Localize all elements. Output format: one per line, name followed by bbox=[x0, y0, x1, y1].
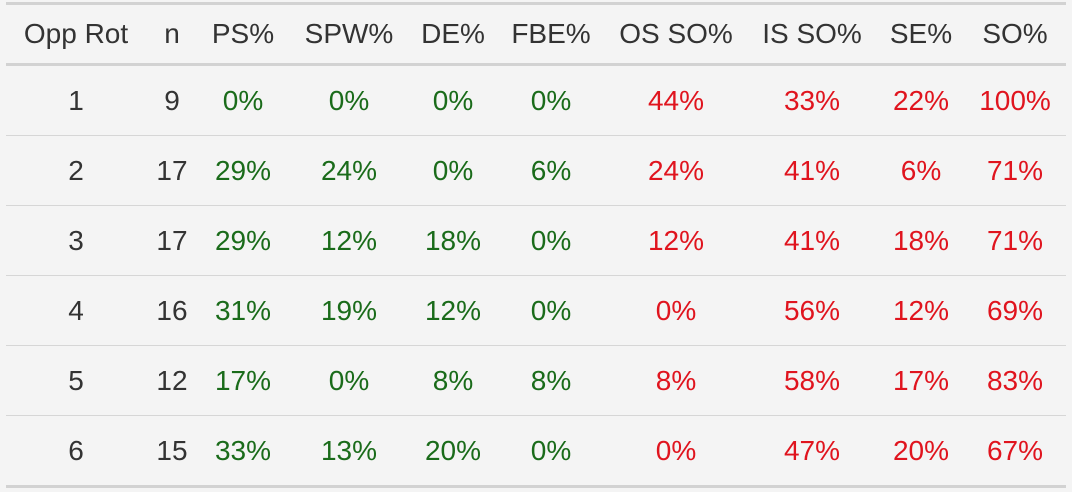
cell-spw-pct: 19% bbox=[288, 275, 410, 346]
cell-n: 15 bbox=[146, 415, 198, 488]
column-header-se-pct: SE% bbox=[878, 5, 964, 66]
cell-se-pct: 18% bbox=[878, 205, 964, 276]
column-header-so-pct: SO% bbox=[964, 5, 1066, 66]
cell-opp-rot: 1 bbox=[6, 64, 146, 136]
cell-se-pct: 12% bbox=[878, 275, 964, 346]
cell-spw-pct: 12% bbox=[288, 205, 410, 276]
cell-de-pct: 0% bbox=[410, 64, 496, 136]
table-row: 2 17 29% 24% 0% 6% 24% 41% 6% 71% bbox=[6, 135, 1066, 206]
cell-os-so-pct: 12% bbox=[606, 205, 746, 276]
cell-de-pct: 12% bbox=[410, 275, 496, 346]
cell-fbe-pct: 8% bbox=[496, 345, 606, 416]
cell-so-pct: 69% bbox=[964, 275, 1066, 346]
column-header-fbe-pct: FBE% bbox=[496, 5, 606, 66]
cell-is-so-pct: 33% bbox=[746, 64, 878, 136]
column-header-spw-pct: SPW% bbox=[288, 5, 410, 66]
cell-ps-pct: 29% bbox=[198, 205, 288, 276]
cell-os-so-pct: 24% bbox=[606, 135, 746, 206]
cell-n: 17 bbox=[146, 135, 198, 206]
cell-fbe-pct: 0% bbox=[496, 275, 606, 346]
table-row: 5 12 17% 0% 8% 8% 8% 58% 17% 83% bbox=[6, 345, 1066, 416]
cell-n: 9 bbox=[146, 64, 198, 136]
cell-de-pct: 18% bbox=[410, 205, 496, 276]
table-row: 6 15 33% 13% 20% 0% 0% 47% 20% 67% bbox=[6, 415, 1066, 488]
cell-opp-rot: 6 bbox=[6, 415, 146, 488]
cell-ps-pct: 33% bbox=[198, 415, 288, 488]
cell-spw-pct: 24% bbox=[288, 135, 410, 206]
rotation-stats-table: Opp Rot n PS% SPW% DE% FBE% OS SO% IS SO… bbox=[6, 5, 1066, 488]
column-header-is-so-pct: IS SO% bbox=[746, 5, 878, 66]
cell-se-pct: 6% bbox=[878, 135, 964, 206]
cell-ps-pct: 31% bbox=[198, 275, 288, 346]
cell-se-pct: 17% bbox=[878, 345, 964, 416]
cell-ps-pct: 17% bbox=[198, 345, 288, 416]
cell-so-pct: 83% bbox=[964, 345, 1066, 416]
cell-so-pct: 100% bbox=[964, 64, 1066, 136]
cell-ps-pct: 0% bbox=[198, 64, 288, 136]
cell-is-so-pct: 47% bbox=[746, 415, 878, 488]
cell-os-so-pct: 0% bbox=[606, 415, 746, 488]
column-header-de-pct: DE% bbox=[410, 5, 496, 66]
cell-opp-rot: 4 bbox=[6, 275, 146, 346]
table-row: 4 16 31% 19% 12% 0% 0% 56% 12% 69% bbox=[6, 275, 1066, 346]
cell-fbe-pct: 6% bbox=[496, 135, 606, 206]
cell-de-pct: 0% bbox=[410, 135, 496, 206]
cell-os-so-pct: 44% bbox=[606, 64, 746, 136]
cell-is-so-pct: 41% bbox=[746, 135, 878, 206]
cell-ps-pct: 29% bbox=[198, 135, 288, 206]
cell-so-pct: 71% bbox=[964, 135, 1066, 206]
cell-n: 12 bbox=[146, 345, 198, 416]
cell-spw-pct: 13% bbox=[288, 415, 410, 488]
cell-so-pct: 71% bbox=[964, 205, 1066, 276]
cell-spw-pct: 0% bbox=[288, 64, 410, 136]
cell-is-so-pct: 58% bbox=[746, 345, 878, 416]
cell-de-pct: 20% bbox=[410, 415, 496, 488]
cell-n: 17 bbox=[146, 205, 198, 276]
cell-opp-rot: 3 bbox=[6, 205, 146, 276]
cell-opp-rot: 5 bbox=[6, 345, 146, 416]
column-header-n: n bbox=[146, 5, 198, 66]
header-row: Opp Rot n PS% SPW% DE% FBE% OS SO% IS SO… bbox=[6, 5, 1066, 66]
cell-is-so-pct: 41% bbox=[746, 205, 878, 276]
cell-is-so-pct: 56% bbox=[746, 275, 878, 346]
column-header-ps-pct: PS% bbox=[198, 5, 288, 66]
column-header-os-so-pct: OS SO% bbox=[606, 5, 746, 66]
cell-se-pct: 22% bbox=[878, 64, 964, 136]
cell-os-so-pct: 0% bbox=[606, 275, 746, 346]
cell-fbe-pct: 0% bbox=[496, 415, 606, 488]
table-body: 1 9 0% 0% 0% 0% 44% 33% 22% 100% 2 17 29… bbox=[6, 64, 1066, 488]
cell-se-pct: 20% bbox=[878, 415, 964, 488]
table-header: Opp Rot n PS% SPW% DE% FBE% OS SO% IS SO… bbox=[6, 5, 1066, 66]
cell-so-pct: 67% bbox=[964, 415, 1066, 488]
cell-n: 16 bbox=[146, 275, 198, 346]
cell-spw-pct: 0% bbox=[288, 345, 410, 416]
cell-os-so-pct: 8% bbox=[606, 345, 746, 416]
cell-fbe-pct: 0% bbox=[496, 64, 606, 136]
cell-fbe-pct: 0% bbox=[496, 205, 606, 276]
table-top-rule bbox=[6, 2, 1066, 5]
table-row: 1 9 0% 0% 0% 0% 44% 33% 22% 100% bbox=[6, 64, 1066, 136]
cell-opp-rot: 2 bbox=[6, 135, 146, 206]
table-row: 3 17 29% 12% 18% 0% 12% 41% 18% 71% bbox=[6, 205, 1066, 276]
column-header-opp-rot: Opp Rot bbox=[6, 5, 146, 66]
cell-de-pct: 8% bbox=[410, 345, 496, 416]
